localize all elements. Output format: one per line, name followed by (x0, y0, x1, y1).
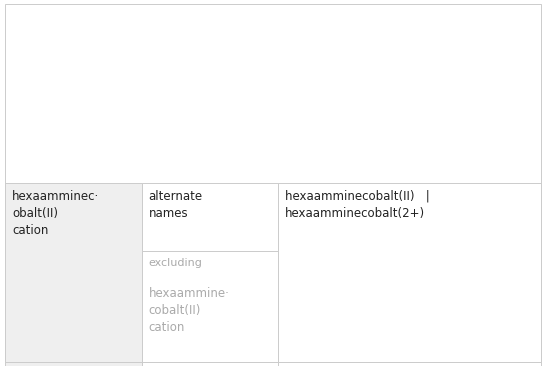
Bar (5, 183, 142, 362)
Bar (142, 362, 278, 366)
Text: excluding: excluding (149, 258, 203, 268)
Bar (278, 362, 541, 366)
Text: hexaamminec·
obalt(II)
cation: hexaamminec· obalt(II) cation (12, 190, 99, 236)
Text: hexaamminecobalt(II)   |
hexaamminecobalt(2+): hexaamminecobalt(II) | hexaamminecobalt(… (285, 190, 430, 220)
Bar (142, 183, 278, 251)
Bar (5, 362, 142, 366)
Bar (142, 251, 278, 362)
Text: alternate
names: alternate names (149, 190, 203, 220)
Text: hexaammine·
cobalt(II)
cation: hexaammine· cobalt(II) cation (149, 287, 229, 334)
Bar (278, 183, 541, 362)
